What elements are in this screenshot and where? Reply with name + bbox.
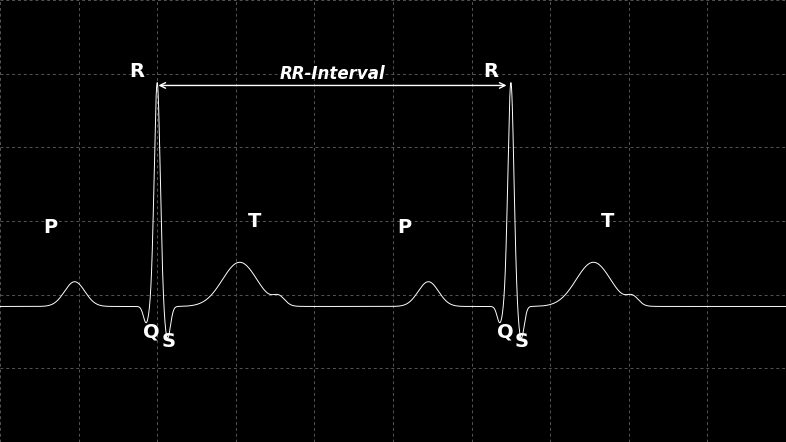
Text: R: R [483,61,498,80]
Text: Q: Q [497,322,513,341]
Text: P: P [43,218,57,237]
Text: P: P [397,218,411,237]
Text: S: S [515,332,529,351]
Text: T: T [601,212,615,231]
Text: S: S [161,332,175,351]
Text: Q: Q [143,322,160,341]
Text: RR-Interval: RR-Interval [280,65,385,83]
Text: T: T [248,212,261,231]
Text: R: R [130,61,145,80]
